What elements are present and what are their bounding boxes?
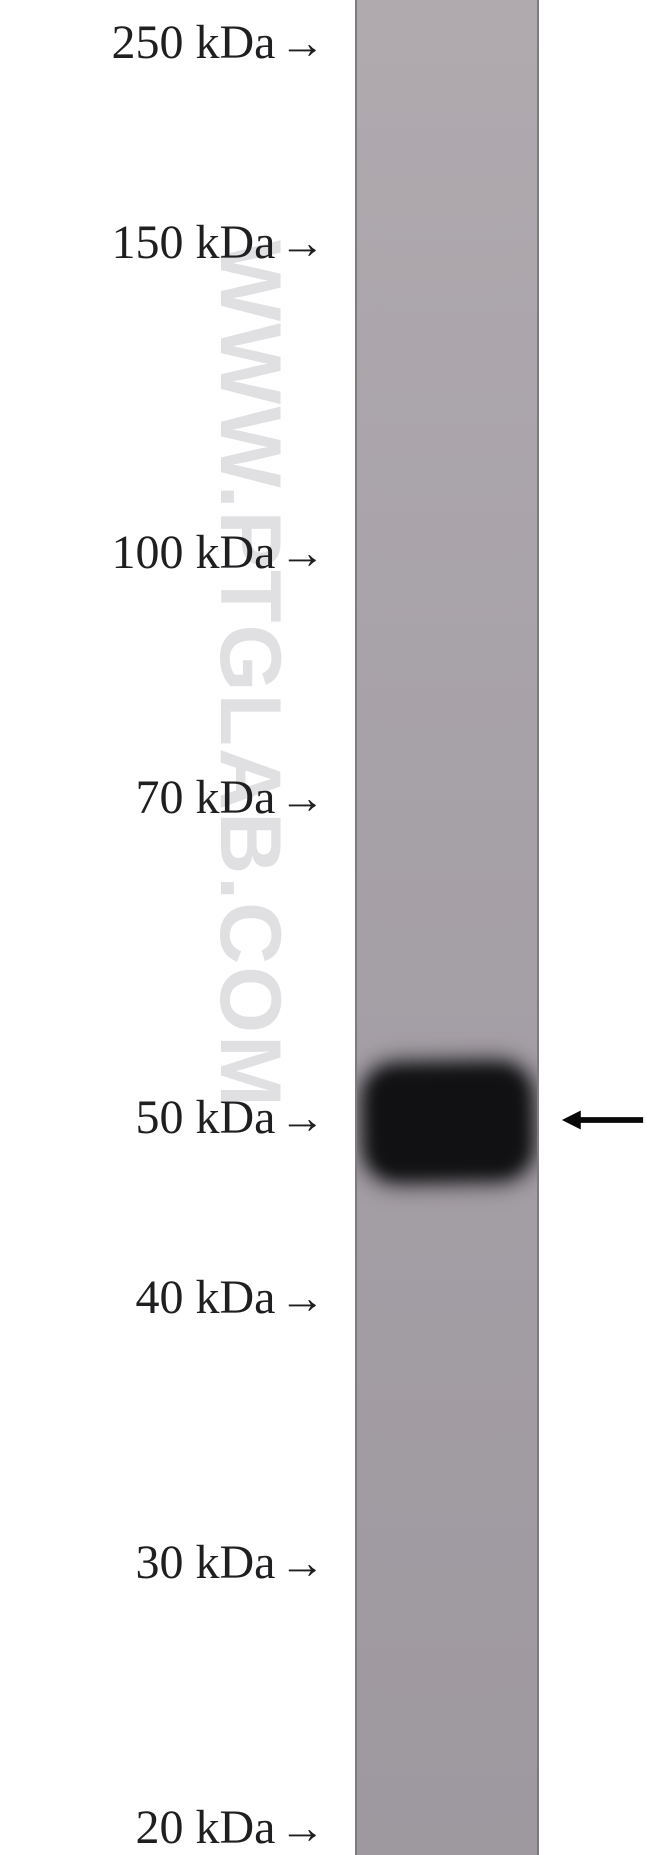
- mw-marker-label: 20 kDa: [135, 1800, 275, 1855]
- mw-marker-150: 150 kDa →: [0, 215, 325, 270]
- mw-marker-40: 40 kDa →: [0, 1270, 325, 1325]
- blot-lane: [355, 0, 539, 1855]
- mw-marker-20: 20 kDa →: [0, 1800, 325, 1855]
- blot-figure: WWW.PTGLAB.COM 250 kDa → 150 kDa → 100 k…: [0, 0, 650, 1855]
- arrow-right-icon: →: [279, 771, 325, 824]
- mw-marker-label: 50 kDa: [135, 1090, 275, 1145]
- arrow-right-icon: →: [279, 526, 325, 579]
- arrow-right-icon: →: [279, 16, 325, 69]
- mw-marker-label: 40 kDa: [135, 1270, 275, 1325]
- mw-marker-label: 30 kDa: [135, 1535, 275, 1590]
- mw-marker-label: 250 kDa: [111, 15, 275, 70]
- mw-marker-100: 100 kDa →: [0, 525, 325, 580]
- arrow-left-icon: [560, 1100, 645, 1140]
- mw-marker-30: 30 kDa →: [0, 1535, 325, 1590]
- protein-band: [366, 1066, 530, 1179]
- arrow-right-icon: →: [279, 1271, 325, 1324]
- band-indicator-arrow: [560, 1100, 645, 1145]
- mw-marker-250: 250 kDa →: [0, 15, 325, 70]
- arrow-right-icon: →: [279, 1536, 325, 1589]
- mw-marker-label: 100 kDa: [111, 525, 275, 580]
- mw-marker-label: 70 kDa: [135, 770, 275, 825]
- arrow-right-icon: →: [279, 1801, 325, 1854]
- watermark-text: WWW.PTGLAB.COM: [200, 240, 299, 1109]
- arrow-right-icon: →: [279, 1091, 325, 1144]
- arrow-right-icon: →: [279, 216, 325, 269]
- mw-marker-50: 50 kDa →: [0, 1090, 325, 1145]
- mw-marker-label: 150 kDa: [111, 215, 275, 270]
- mw-marker-70: 70 kDa →: [0, 770, 325, 825]
